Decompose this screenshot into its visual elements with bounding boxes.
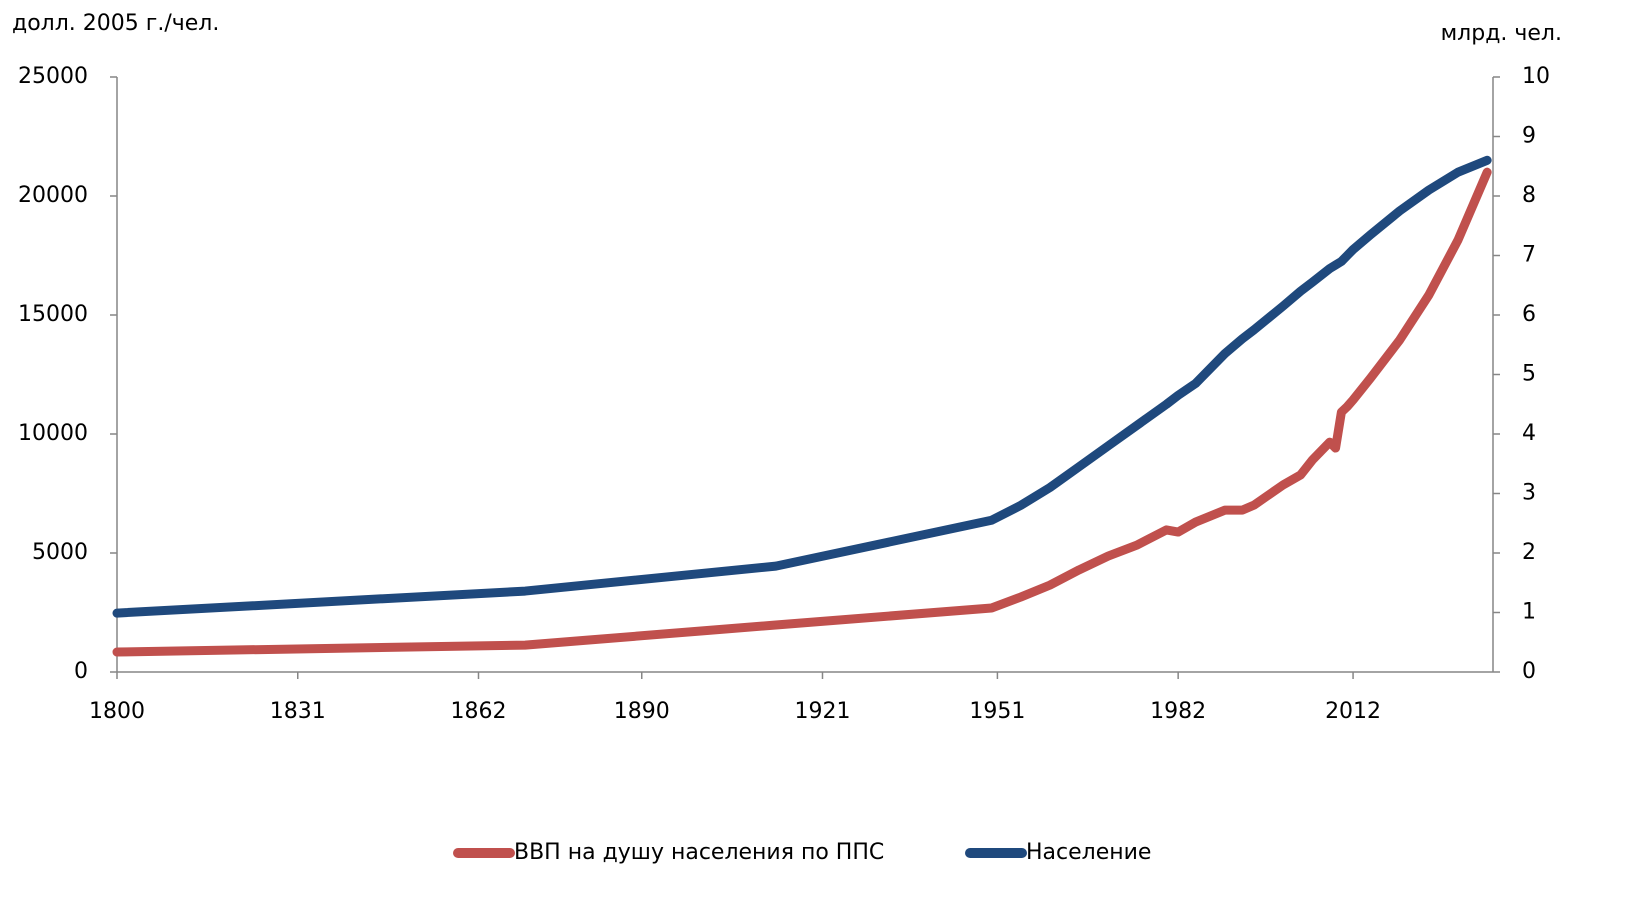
y-tick-label: 20000 [18, 183, 88, 208]
y2-axis-label: млрд. чел. [1441, 21, 1562, 46]
y-tick-label: 25000 [18, 64, 88, 89]
data-line [112, 167, 1492, 657]
x-tick-label: 2012 [1325, 699, 1381, 724]
y2-tick-label: 0 [1522, 659, 1536, 684]
data-line [112, 155, 1492, 618]
x-tick-label: 1831 [270, 699, 326, 724]
x-tick-label: 1982 [1150, 699, 1206, 724]
x-tick-label: 1862 [450, 699, 506, 724]
y-tick-label: 5000 [32, 540, 88, 565]
legend-label: ВВП на душу населения по ППС [514, 840, 884, 865]
y2-tick-label: 5 [1522, 362, 1536, 387]
y2-tick-label: 9 [1522, 124, 1536, 149]
y2-tick-label: 2 [1522, 540, 1536, 565]
x-tick-label: 1890 [614, 699, 670, 724]
y2-tick-label: 10 [1522, 64, 1550, 89]
y2-tick-label: 6 [1522, 302, 1536, 327]
y-tick-label: 10000 [18, 421, 88, 446]
y2-tick-label: 7 [1522, 243, 1536, 268]
y2-tick-label: 1 [1522, 600, 1536, 625]
legend-label: Население [1026, 840, 1151, 865]
y2-tick-label: 8 [1522, 183, 1536, 208]
y-axis-label: долл. 2005 г./чел. [12, 11, 219, 36]
x-tick-label: 1921 [794, 699, 850, 724]
y-tick-label: 0 [74, 659, 88, 684]
x-tick-label: 1951 [969, 699, 1025, 724]
x-tick-label: 1800 [89, 699, 145, 724]
y-tick-label: 15000 [18, 302, 88, 327]
y2-tick-label: 3 [1522, 481, 1536, 506]
y2-tick-label: 4 [1522, 421, 1536, 446]
